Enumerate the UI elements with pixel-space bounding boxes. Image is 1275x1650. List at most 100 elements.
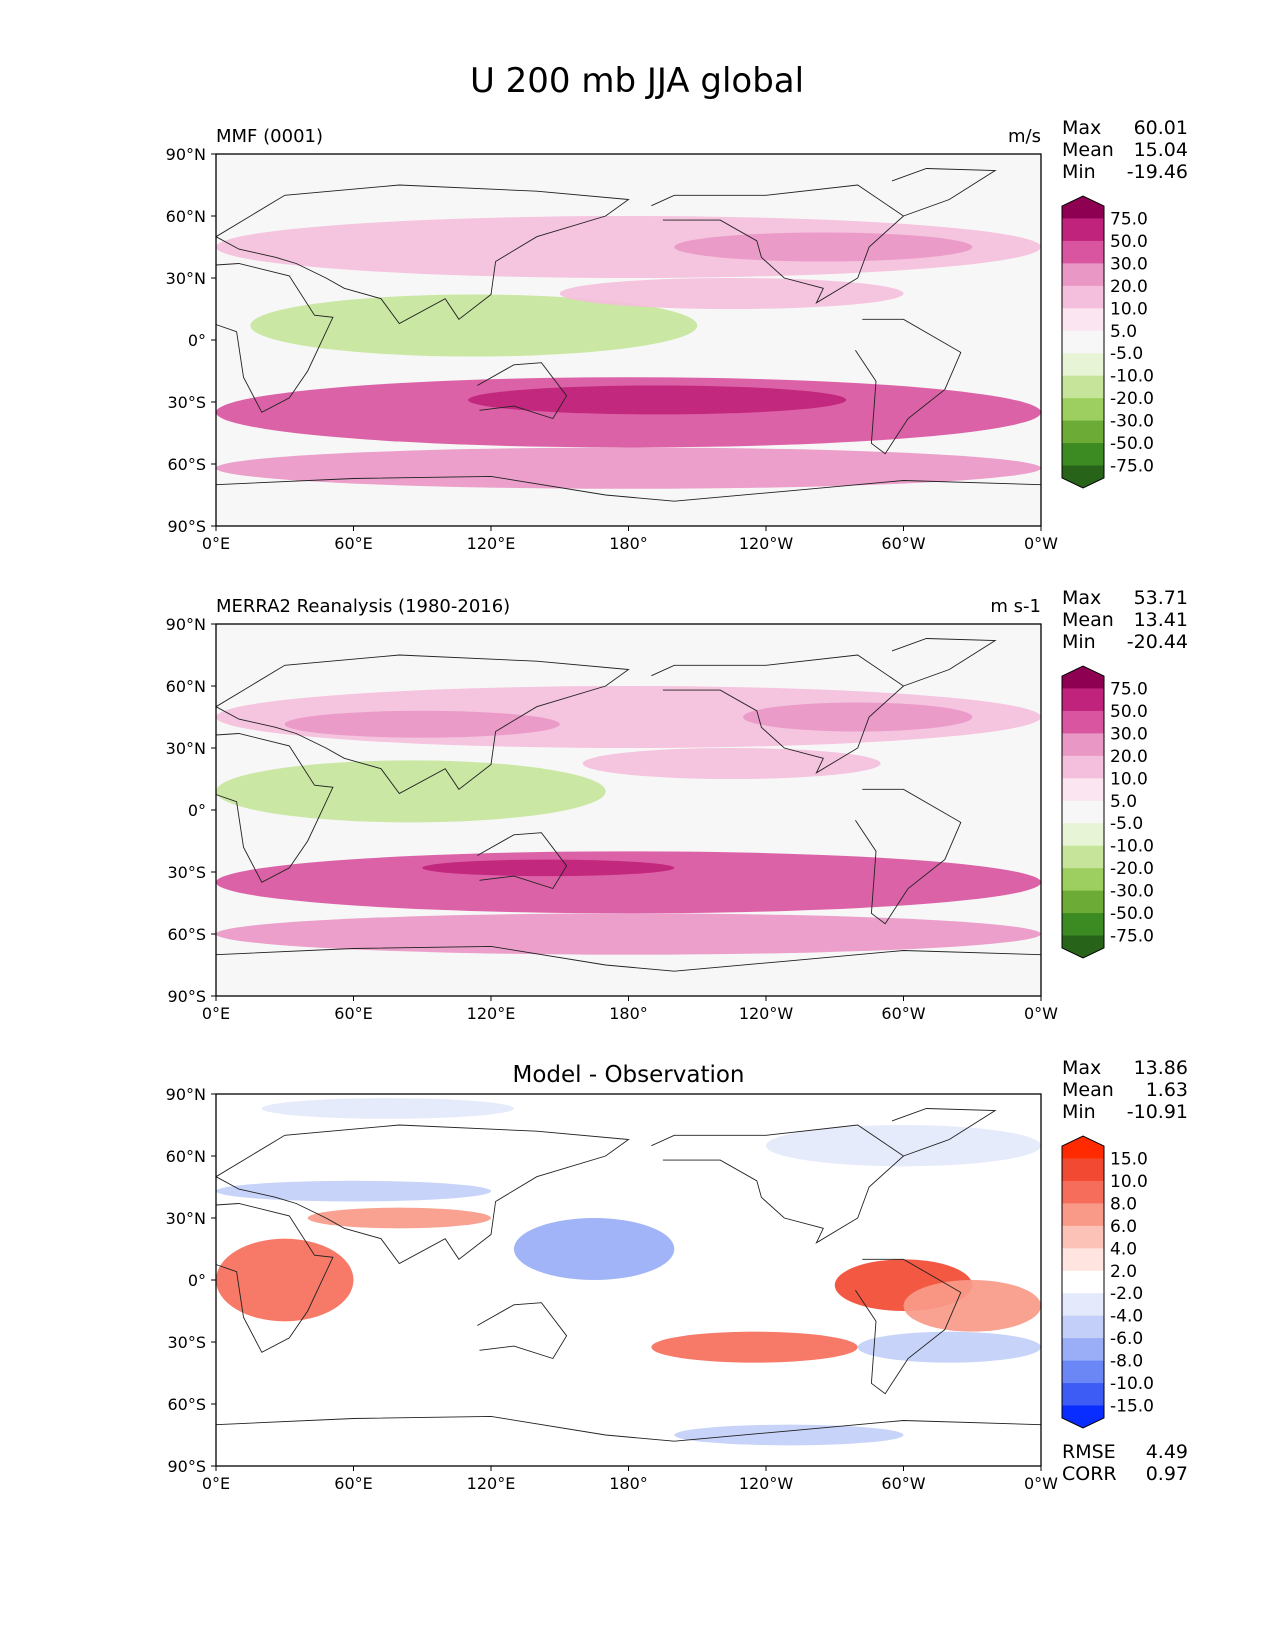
- colorbar-level-label: 8.0: [1110, 1194, 1137, 1214]
- colorbar-level-label: -75.0: [1110, 927, 1154, 947]
- stat-value: -20.44: [1127, 631, 1188, 653]
- field-region-6: [250, 294, 698, 357]
- colorbar-level-label: 4.0: [1110, 1239, 1137, 1259]
- map-panel-1: 0°E 60°E 120°E 180° 120°W 60°W 0°W 90°N 60°N 30°N…: [166, 117, 1188, 553]
- colorbar-level-label: -2.0: [1110, 1284, 1143, 1304]
- colorbar-bin: [1062, 1158, 1104, 1182]
- stat-label: Min: [1062, 1101, 1096, 1123]
- colorbar-bin: [1062, 1248, 1104, 1272]
- field-region-4: [216, 216, 1041, 278]
- colorbar-arrow-top: [1062, 1136, 1104, 1159]
- field-region-6: [743, 702, 973, 732]
- stat-label: Max: [1062, 587, 1101, 609]
- stat-value: -19.46: [1127, 161, 1188, 183]
- colorbar-level-label: 10.0: [1110, 299, 1148, 319]
- lon-tick-label: 60°E: [334, 534, 372, 553]
- colorbar-bin: [1062, 1293, 1104, 1317]
- colorbar: 75.0 50.030.0 20.010.0 5.0-5.0 -10.0-20.0 -30…: [1061, 195, 1154, 489]
- colorbar-outline: [1061, 1135, 1105, 1429]
- stat-value: 15.04: [1134, 139, 1188, 161]
- field-region-7: [216, 760, 606, 823]
- coastlines: [216, 1108, 1041, 1442]
- coastline-2: [216, 654, 630, 795]
- coastlines: [216, 638, 1041, 972]
- stat-label: Max: [1062, 117, 1101, 139]
- lon-tick-label: 0°W: [1024, 1004, 1058, 1023]
- lon-tick-label: 60°E: [334, 1004, 372, 1023]
- field-layer: [216, 1098, 1041, 1446]
- figure-title: U 200 mb JJA global: [470, 61, 804, 101]
- colorbar-bin: [1062, 800, 1104, 824]
- stat-value: 60.01: [1134, 117, 1188, 139]
- colorbar: 15.0 10.08.0 6.04.0 2.0-2.0 -4.0-6.0 -8.0-10.…: [1061, 1135, 1154, 1429]
- lon-tick-label: 120°W: [739, 1004, 794, 1023]
- colorbar-bin: [1062, 1180, 1104, 1204]
- lat-tick-label: 90°S: [167, 987, 206, 1006]
- colorbar-level-label: -50.0: [1110, 434, 1154, 454]
- lat-tick-label: 0°: [188, 801, 206, 820]
- map-panel-3: 0°E 60°E 120°E 180° 120°W 60°W 0°W 90°N 60°N 30°N…: [166, 1057, 1188, 1493]
- colorbar-level-label: -20.0: [1110, 859, 1154, 879]
- lon-tick-label: 0°E: [202, 1474, 230, 1493]
- colorbar-level-label: 30.0: [1110, 254, 1148, 274]
- lat-tick-label: 90°S: [167, 517, 206, 536]
- field-region-3: [216, 913, 1041, 955]
- coastline-2: [216, 184, 630, 325]
- colorbar-level-label: -30.0: [1110, 882, 1154, 902]
- colorbar-outline: [1061, 195, 1105, 489]
- field-region-10: [766, 1125, 1041, 1167]
- colorbar-level-label: -15.0: [1110, 1397, 1154, 1417]
- colorbar-arrow-bottom: [1062, 1405, 1104, 1428]
- colorbar-level-label: -30.0: [1110, 412, 1154, 432]
- coastline-4: [651, 654, 905, 774]
- stat-value: 53.71: [1134, 587, 1188, 609]
- stat-value: 13.86: [1134, 1057, 1188, 1079]
- field-layer: [216, 216, 1041, 489]
- lat-tick-label: 60°N: [166, 677, 206, 696]
- colorbar-bin: [1062, 890, 1104, 914]
- stat-label: Min: [1062, 161, 1096, 183]
- colorbar-bin: [1062, 285, 1104, 309]
- stat-label: Max: [1062, 1057, 1101, 1079]
- colorbar-level-label: -5.0: [1110, 344, 1143, 364]
- lat-tick-label: 0°: [188, 1271, 206, 1290]
- colorbar-level-label: 50.0: [1110, 702, 1148, 722]
- lat-tick-label: 0°: [188, 331, 206, 350]
- colorbar-level-label: -10.0: [1110, 837, 1154, 857]
- panel-units: m/s: [1008, 126, 1041, 147]
- colorbar-level-label: -4.0: [1110, 1307, 1143, 1327]
- stat-label: Min: [1062, 631, 1096, 653]
- lon-tick-label: 120°E: [467, 534, 516, 553]
- stat-value: -10.91: [1127, 1101, 1188, 1123]
- colorbar-bin: [1062, 1383, 1104, 1407]
- coastline-4: [651, 1124, 905, 1244]
- lat-tick-label: 30°S: [167, 863, 206, 882]
- coastlines: [216, 168, 1041, 502]
- lon-tick-label: 60°E: [334, 1474, 372, 1493]
- lat-tick-label: 30°N: [166, 739, 206, 758]
- field-region-8: [582, 748, 881, 779]
- stat-value: 4.49: [1146, 1441, 1188, 1463]
- coastline-3: [477, 832, 568, 890]
- field-region-3: [216, 447, 1041, 489]
- coastline-3: [477, 1302, 568, 1360]
- coastline-7: [891, 168, 997, 217]
- stat-label: CORR: [1062, 1463, 1117, 1485]
- coastline-2: [216, 1124, 630, 1265]
- colorbar: 75.0 50.030.0 20.010.0 5.0-5.0 -10.0-20.0 -30…: [1061, 665, 1154, 959]
- field-region-2: [468, 385, 847, 415]
- field-region-1: [216, 851, 1041, 914]
- stat-value: 0.97: [1146, 1463, 1188, 1485]
- colorbar-bin: [1062, 845, 1104, 869]
- coastline-1: [216, 263, 334, 413]
- stat-value: 13.41: [1134, 609, 1188, 631]
- colorbar-bin: [1062, 1315, 1104, 1339]
- field-region-2: [307, 1207, 491, 1229]
- lat-tick-label: 60°N: [166, 207, 206, 226]
- colorbar-arrow-bottom: [1062, 935, 1104, 958]
- colorbar-level-label: -5.0: [1110, 814, 1143, 834]
- colorbar-bin: [1062, 823, 1104, 847]
- coastline-1: [216, 1203, 334, 1353]
- lon-tick-label: 0°E: [202, 1004, 230, 1023]
- colorbar-level-label: 75.0: [1110, 209, 1148, 229]
